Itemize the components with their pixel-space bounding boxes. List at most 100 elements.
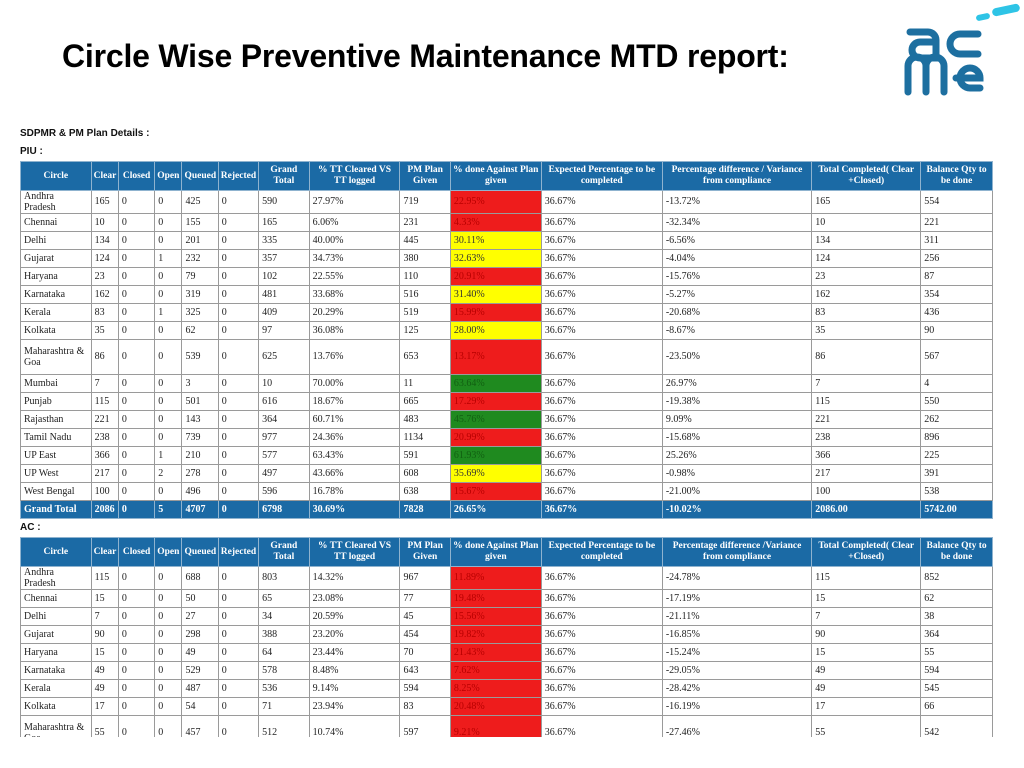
table-row: Gujarat 90 0 0 298 0 388 23.20% 454 19.82% 36.67% -… — [20, 625, 993, 644]
table-cell: 60.71% — [308, 410, 401, 429]
table-cell: 125 — [399, 321, 451, 340]
percent-done-cell: 21.43% — [449, 643, 542, 662]
table-cell: 0 — [117, 213, 156, 232]
table-cell: 10.74% — [308, 715, 401, 737]
column-header: % done Against Plan given — [449, 537, 542, 567]
table-cell: 0 — [217, 661, 260, 680]
table-cell: 38 — [920, 607, 993, 626]
table-cell: 217 — [90, 464, 119, 483]
table-cell: -0.98% — [661, 464, 813, 483]
table-cell: 7 — [811, 607, 922, 626]
table-cell: 803 — [258, 566, 310, 590]
table-cell: 36.67% — [540, 697, 663, 716]
table-cell: 501 — [181, 392, 219, 411]
table-cell: 0 — [117, 715, 156, 737]
table-cell: 77 — [399, 589, 451, 608]
table-cell: 36.67% — [540, 213, 663, 232]
table-cell: 0 — [217, 643, 260, 662]
table-cell: 231 — [399, 213, 451, 232]
table-cell: 15 — [811, 589, 922, 608]
table-cell: 0 — [154, 715, 183, 737]
table-cell: 100 — [90, 482, 119, 501]
table-cell: 14.32% — [308, 566, 401, 590]
table-cell: 0 — [217, 190, 260, 214]
table-cell: 27.97% — [308, 190, 401, 214]
table-cell: 0 — [217, 697, 260, 716]
table-cell: 65 — [258, 589, 310, 608]
table-cell: 0 — [217, 625, 260, 644]
column-header: Percentage difference / Variance from co… — [661, 161, 813, 191]
table-cell: 0 — [117, 482, 156, 501]
percent-done-cell: 20.48% — [449, 697, 542, 716]
table-cell: 36.67% — [540, 566, 663, 590]
circle-name-cell: Chennai — [20, 213, 92, 232]
table-cell: 1 — [154, 303, 183, 322]
table-cell: 115 — [90, 566, 119, 590]
table-cell: 596 — [258, 482, 310, 501]
table-cell: 36.67% — [540, 321, 663, 340]
table-cell: 0 — [154, 339, 183, 375]
table-cell: 391 — [920, 464, 993, 483]
table-cell: 10 — [90, 213, 119, 232]
table-cell: 34.73% — [308, 249, 401, 268]
circle-name-cell: Andhra Pradesh — [20, 566, 92, 590]
table-cell: 977 — [258, 428, 310, 447]
percent-done-cell: 4.33% — [449, 213, 542, 232]
table-cell: 36.67% — [540, 339, 663, 375]
column-header: Open — [154, 161, 183, 191]
table-cell: 115 — [811, 566, 922, 590]
table-cell: 36.67% — [540, 446, 663, 465]
table-cell: 0 — [154, 267, 183, 286]
circle-name-cell: Maharashtra & Goa — [20, 715, 92, 737]
table-cell: 17 — [811, 697, 922, 716]
table-cell: 591 — [399, 446, 451, 465]
circle-name-cell: Kerala — [20, 679, 92, 698]
table-cell: 36.67% — [540, 285, 663, 304]
total-cell: 36.67% — [540, 500, 663, 519]
table-cell: 16.78% — [308, 482, 401, 501]
column-header: Total Completed( Clear +Closed) — [811, 161, 922, 191]
percent-done-cell: 15.99% — [449, 303, 542, 322]
table-cell: 25.26% — [661, 446, 813, 465]
table-cell: 1134 — [399, 428, 451, 447]
table-cell: 36.67% — [540, 428, 663, 447]
table-cell: 436 — [920, 303, 993, 322]
table-cell: 967 — [399, 566, 451, 590]
table-row: Maharashtra & Goa 86 0 0 539 0 625 13.76% 653 13.… — [20, 339, 993, 375]
table-cell: 45 — [399, 607, 451, 626]
table-row: UP East 366 0 1 210 0 577 63.43% 591 61.93% 36.67%… — [20, 446, 993, 465]
table-row: Punjab 115 0 0 501 0 616 18.67% 665 17.29% 36.67% -… — [20, 392, 993, 411]
table-cell: 0 — [217, 303, 260, 322]
table-cell: 36.67% — [540, 643, 663, 662]
table-cell: 0 — [154, 410, 183, 429]
circle-name-cell: UP West — [20, 464, 92, 483]
percent-done-cell: 20.99% — [449, 428, 542, 447]
table-cell: 232 — [181, 249, 219, 268]
column-header: Balance Qty to be done — [920, 161, 993, 191]
table-cell: 597 — [399, 715, 451, 737]
circle-name-cell: Rajasthan — [20, 410, 92, 429]
table-cell: 70 — [399, 643, 451, 662]
table-cell: 0 — [117, 464, 156, 483]
total-cell: 2086 — [90, 500, 119, 519]
table-cell: 608 — [399, 464, 451, 483]
table-cell: 0 — [154, 697, 183, 716]
table-cell: 554 — [920, 190, 993, 214]
table-cell: 325 — [181, 303, 219, 322]
table-cell: 155 — [181, 213, 219, 232]
table-cell: 49 — [90, 661, 119, 680]
table-cell: 545 — [920, 679, 993, 698]
total-cell: 0 — [217, 500, 260, 519]
table-cell: 0 — [154, 213, 183, 232]
table-cell: 83 — [399, 697, 451, 716]
table-cell: 36.08% — [308, 321, 401, 340]
percent-done-cell: 9.21% — [449, 715, 542, 737]
total-cell: 5 — [154, 500, 183, 519]
table-cell: 36.67% — [540, 303, 663, 322]
table-cell: -16.85% — [661, 625, 813, 644]
table-cell: 23 — [811, 267, 922, 286]
table-cell: 70.00% — [308, 374, 401, 393]
table-cell: 0 — [217, 285, 260, 304]
percent-done-cell: 8.25% — [449, 679, 542, 698]
table-cell: -15.68% — [661, 428, 813, 447]
